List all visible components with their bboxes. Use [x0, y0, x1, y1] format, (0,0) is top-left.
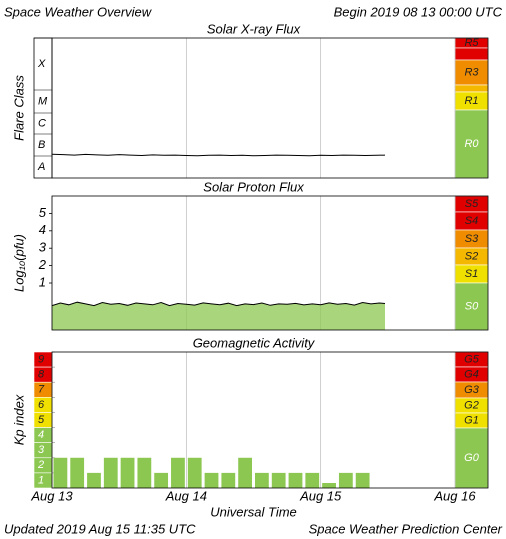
kp-bar — [338, 472, 353, 488]
kp-bar — [137, 457, 152, 488]
x-axis-title: Universal Time — [210, 504, 297, 519]
y-tick-label: 2 — [38, 257, 47, 272]
kp-bar — [103, 457, 118, 488]
kp-bar — [238, 457, 252, 488]
scale-label: S1 — [465, 268, 478, 280]
scale-band — [454, 84, 489, 93]
kp-bar — [171, 457, 185, 488]
kp-bar — [154, 472, 169, 488]
page-title: Space Weather Overview — [4, 4, 153, 19]
y-tick-label: 3 — [39, 240, 47, 255]
scale-label: S0 — [465, 300, 479, 312]
y-axis-title: Log₁₀(pfu) — [11, 234, 26, 292]
plot-area — [52, 38, 455, 178]
kp-bar — [305, 472, 320, 488]
scale-label: R3 — [464, 66, 479, 78]
scale-label: G5 — [464, 353, 480, 365]
y-tick-label: 4 — [38, 429, 44, 441]
source: Space Weather Prediction Center — [309, 521, 503, 536]
kp-bar — [120, 457, 135, 488]
kp-bar — [221, 472, 236, 488]
flare-class: C — [38, 117, 46, 129]
scale-label: S3 — [465, 233, 479, 245]
scale-label: S2 — [465, 250, 478, 262]
y-tick-label: 9 — [38, 353, 44, 365]
panel-title: Geomagnetic Activity — [193, 335, 316, 350]
kp-bar — [288, 472, 303, 488]
kp-bar — [255, 472, 269, 488]
plot-border — [51, 351, 489, 489]
flare-class: X — [37, 58, 46, 70]
x-tick-label: Aug 15 — [299, 488, 342, 503]
begin-time: Begin 2019 08 13 00:00 UTC — [334, 4, 503, 19]
x-tick-label: Aug 13 — [30, 488, 73, 503]
kp-bar — [355, 472, 370, 488]
scale-label: R5 — [464, 37, 479, 49]
plot-border — [51, 195, 489, 331]
scale-label: G3 — [464, 384, 480, 396]
plot-area — [52, 352, 455, 488]
panel-title: Solar Proton Flux — [203, 179, 304, 194]
y-axis-title: Flare Class — [11, 75, 26, 141]
panel-title: Solar X-ray Flux — [207, 21, 301, 36]
flare-class: B — [38, 139, 45, 151]
scale-label: S5 — [465, 198, 479, 210]
y-tick-label: 4 — [39, 222, 46, 237]
y-tick-label: 3 — [38, 444, 45, 456]
kp-bar — [53, 457, 68, 488]
plot-border — [51, 37, 489, 179]
y-tick-label: 5 — [39, 205, 47, 220]
y-tick-label: 1 — [38, 474, 44, 486]
scale-label: S4 — [465, 215, 478, 227]
y-tick-label: 8 — [38, 369, 45, 381]
kp-bar — [271, 472, 286, 488]
kp-bar — [187, 457, 202, 488]
scale-label: G2 — [464, 399, 479, 411]
updated: Updated 2019 Aug 15 11:35 UTC — [4, 521, 196, 536]
scale-label: G0 — [464, 452, 480, 464]
y-tick-label: 2 — [37, 459, 44, 471]
flux-line — [51, 301, 386, 307]
flare-class: A — [37, 161, 45, 173]
x-tick-label: Aug 16 — [433, 488, 476, 503]
scale-label: R1 — [464, 95, 478, 107]
y-tick-label: 1 — [39, 274, 46, 289]
kp-bar — [87, 472, 101, 488]
kp-bar — [70, 457, 85, 488]
scale-label: G4 — [464, 368, 479, 380]
flux-area — [52, 302, 386, 330]
flux-line — [51, 153, 386, 157]
y-tick-label: 7 — [38, 384, 45, 396]
x-tick-label: Aug 14 — [165, 488, 207, 503]
kp-bar — [204, 472, 219, 488]
y-tick-label: 6 — [38, 399, 45, 411]
kp-bar — [322, 483, 336, 488]
scale-label: G1 — [464, 414, 479, 426]
scale-label: R0 — [464, 138, 479, 150]
scale-band — [454, 47, 489, 61]
flare-class: M — [38, 95, 48, 107]
y-tick-label: 5 — [38, 414, 45, 426]
scale-band — [454, 427, 489, 489]
y-axis-title: Kp index — [11, 394, 26, 445]
